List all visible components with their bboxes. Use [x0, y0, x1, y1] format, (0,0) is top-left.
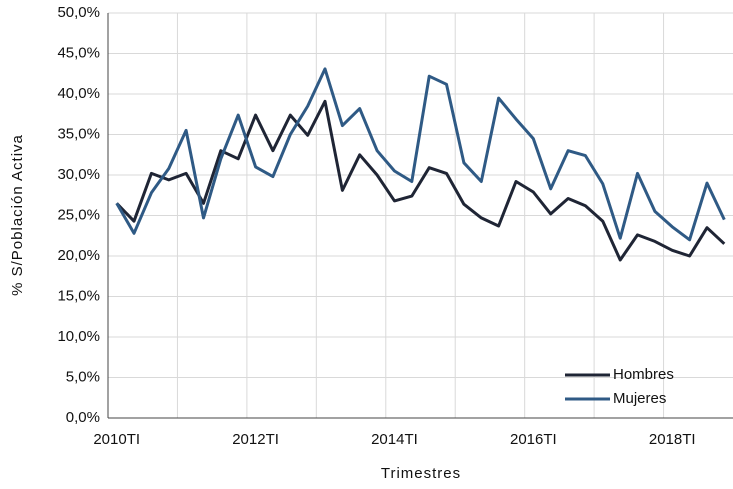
y-tick-label: 50,0%	[57, 4, 100, 21]
y-tick-label: 0,0%	[66, 409, 100, 426]
legend-label: Mujeres	[613, 390, 666, 407]
line-series	[115, 67, 726, 242]
x-tick-label: 2016TI	[510, 431, 557, 448]
y-tick-label: 20,0%	[57, 247, 100, 264]
y-axis-label: % S/Población Activa	[9, 134, 26, 296]
y-tick-label: 35,0%	[57, 125, 100, 142]
x-axis-label: Trimestres	[381, 465, 461, 482]
y-tick-label: 10,0%	[57, 328, 100, 345]
y-tick-label: 40,0%	[57, 85, 100, 102]
y-tick-label: 30,0%	[57, 166, 100, 183]
y-tick-label: 5,0%	[66, 368, 100, 385]
legend-label: Hombres	[613, 366, 674, 383]
y-tick-label: 25,0%	[57, 206, 100, 223]
y-tick-label: 15,0%	[57, 287, 100, 304]
y-tick-label: 45,0%	[57, 44, 100, 61]
x-tick-label: 2014TI	[371, 431, 418, 448]
line-series	[115, 99, 726, 262]
x-tick-label: 2010TI	[93, 431, 140, 448]
x-tick-label: 2018TI	[649, 431, 696, 448]
x-tick-label: 2012TI	[232, 431, 279, 448]
